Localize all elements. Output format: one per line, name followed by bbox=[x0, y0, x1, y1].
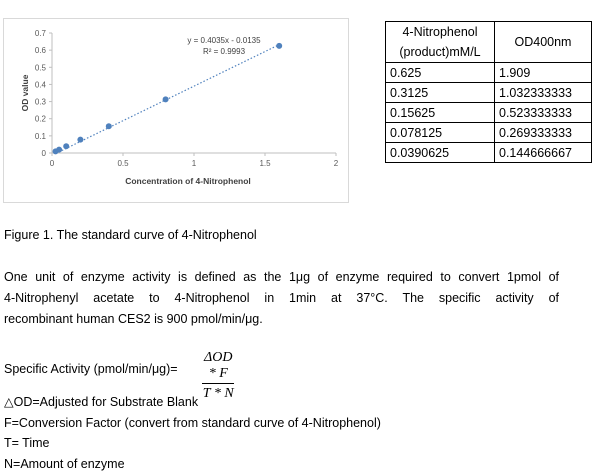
table-cell: 0.625 bbox=[385, 62, 495, 83]
formula-numerator: ΔOD * F bbox=[202, 350, 235, 384]
data-point bbox=[162, 96, 169, 103]
definition-t: T= Time bbox=[4, 436, 50, 450]
y-tick-label: 0.5 bbox=[35, 63, 47, 72]
paragraph-line: 4-Nitrophenyl acetate to 4-Nitrophenol i… bbox=[4, 291, 559, 305]
y-tick-label: 0.6 bbox=[35, 46, 47, 55]
trendline-equation: y = 0.4035x - 0.0135 bbox=[187, 36, 261, 45]
definition-delta-od: △OD=Adjusted for Substrate Blank bbox=[4, 395, 199, 409]
x-tick-label: 1 bbox=[192, 159, 197, 168]
x-tick-label: 2 bbox=[334, 159, 339, 168]
definition-n: N=Amount of enzyme bbox=[4, 457, 125, 471]
y-tick-label: 0.3 bbox=[35, 98, 47, 107]
table-header-concentration: 4-Nitrophenol (product)mM/L bbox=[385, 21, 495, 63]
chart-svg: 0 0.1 0.2 0.3 0.4 0.5 0.6 0.7 0 0.5 1 1.5 2 Concentra… bbox=[20, 29, 339, 186]
figure-caption: Figure 1. The standard curve of 4-Nitrop… bbox=[4, 228, 257, 242]
formula-label: Specific Activity (pmol/min/μg)= bbox=[4, 362, 178, 376]
table-cell: 1.032333333 bbox=[494, 82, 592, 103]
x-tick-label: 0 bbox=[50, 159, 55, 168]
table-cell: 0.269333333 bbox=[494, 122, 592, 143]
trendline bbox=[55, 44, 280, 155]
table-cell: 0.15625 bbox=[385, 102, 495, 123]
data-table: 4-Nitrophenol (product)mM/L OD400nm 0.62… bbox=[385, 21, 592, 163]
standard-curve-chart: 0 0.1 0.2 0.3 0.4 0.5 0.6 0.7 0 0.5 1 1.5 2 Concentra… bbox=[3, 18, 349, 203]
x-tick-label: 0.5 bbox=[117, 159, 129, 168]
table-row: 0.0390625 0.144666667 bbox=[385, 142, 592, 163]
paragraph-line: One unit of enzyme activity is defined a… bbox=[4, 270, 559, 284]
table-header-row: 4-Nitrophenol (product)mM/L OD400nm bbox=[385, 21, 592, 63]
x-tick-label: 1.5 bbox=[259, 159, 271, 168]
data-point bbox=[52, 148, 59, 155]
data-point bbox=[77, 136, 84, 143]
data-point bbox=[276, 42, 283, 49]
formula-denominator: T * N bbox=[202, 386, 234, 401]
r-squared-label: R² = 0.9993 bbox=[203, 47, 246, 56]
y-axis-label: OD value bbox=[20, 74, 30, 111]
y-tick-label: 0.1 bbox=[35, 132, 47, 141]
table-cell: 0.0390625 bbox=[385, 142, 495, 163]
table-cell: 0.3125 bbox=[385, 82, 495, 103]
table-row: 0.15625 0.523333333 bbox=[385, 102, 592, 123]
table-row: 0.625 1.909 bbox=[385, 62, 592, 83]
table-cell: 0.078125 bbox=[385, 122, 495, 143]
y-tick-label: 0.4 bbox=[35, 80, 47, 89]
x-axis-label: Concentration of 4-Nitrophenol bbox=[125, 176, 251, 186]
y-tick-label: 0 bbox=[42, 149, 47, 158]
table-row: 0.078125 0.269333333 bbox=[385, 122, 592, 143]
data-point bbox=[105, 123, 112, 130]
table-header-od: OD400nm bbox=[494, 21, 592, 63]
table-cell: 0.523333333 bbox=[494, 102, 592, 123]
formula-fraction: ΔOD * F T * N bbox=[202, 350, 235, 402]
table-cell: 1.909 bbox=[494, 62, 592, 83]
definition-f: F=Conversion Factor (convert from standa… bbox=[4, 416, 381, 430]
y-tick-label: 0.2 bbox=[35, 115, 47, 124]
table-row: 0.3125 1.032333333 bbox=[385, 82, 592, 103]
y-tick-label: 0.7 bbox=[35, 29, 47, 38]
unit-definition-paragraph: One unit of enzyme activity is defined a… bbox=[4, 267, 559, 330]
data-point bbox=[63, 143, 70, 150]
table-cell: 0.144666667 bbox=[494, 142, 592, 163]
paragraph-line: recombinant human CES2 is 900 pmol/min/μ… bbox=[4, 312, 263, 326]
